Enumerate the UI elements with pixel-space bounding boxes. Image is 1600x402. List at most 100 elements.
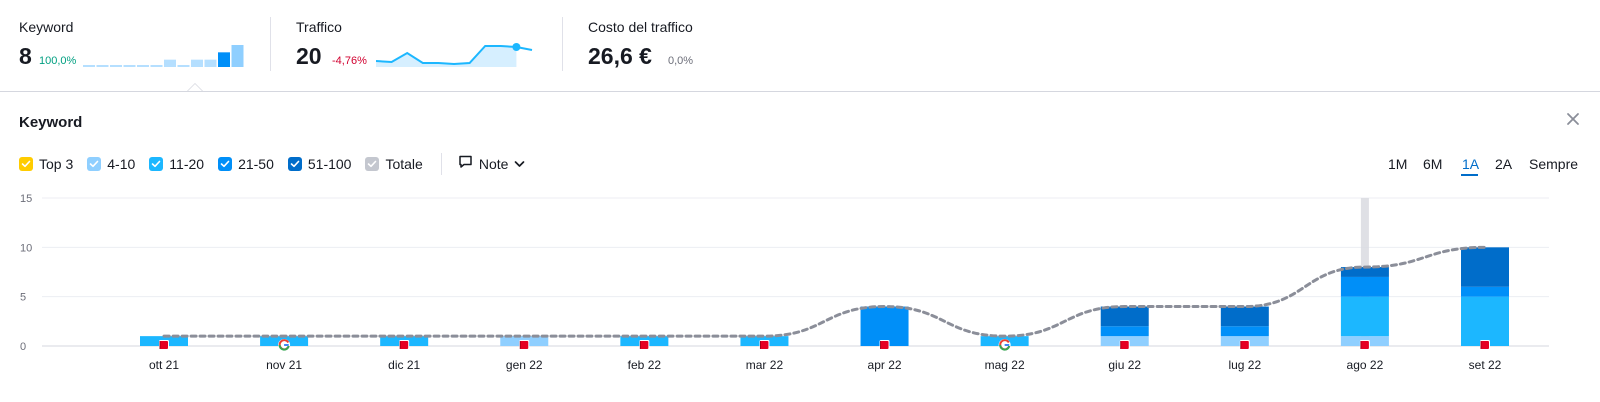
filter-label: 11-20 bbox=[169, 156, 205, 172]
chevron-down-icon bbox=[514, 155, 525, 173]
x-tick-label: dic 21 bbox=[388, 358, 420, 372]
red-flag-icon bbox=[1239, 340, 1250, 350]
metric-value: 20 bbox=[296, 43, 322, 69]
filter-divider bbox=[440, 153, 442, 175]
filter-51-100-checkbox[interactable]: 51-100 bbox=[287, 156, 352, 172]
filter-4-10-checkbox[interactable]: 4-10 bbox=[87, 156, 135, 172]
bar-segment bbox=[1340, 267, 1389, 277]
filter-label: 4-10 bbox=[107, 156, 136, 172]
total-line bbox=[162, 245, 1487, 338]
metric-delta: -4,76% bbox=[332, 55, 367, 67]
y-tick-label: 15 bbox=[20, 193, 32, 205]
filter-bar: Top 3 4-10 11-20 21-50 51-100 Totale bbox=[19, 153, 526, 175]
sparkline-bar bbox=[123, 65, 136, 67]
bar-segment bbox=[1100, 326, 1149, 337]
bar-segment bbox=[1461, 286, 1509, 297]
note-label: Note bbox=[478, 156, 509, 172]
close-icon[interactable] bbox=[1566, 112, 1582, 128]
red-flag-icon bbox=[399, 340, 410, 350]
keyword-sparkline bbox=[83, 45, 244, 67]
bar-segment bbox=[1461, 296, 1509, 346]
keyword-panel: Keyword Top 3 4-10 11-20 21-50 51-100 To bbox=[0, 91, 1600, 402]
period-2a[interactable]: 2A bbox=[1495, 156, 1513, 172]
period-1a[interactable]: 1A bbox=[1462, 156, 1480, 172]
filter-label: Totale bbox=[385, 156, 423, 172]
metric-delta: 0,0% bbox=[668, 55, 694, 67]
x-tick-label: mar 22 bbox=[746, 358, 784, 372]
filter-label: 21-50 bbox=[238, 156, 274, 172]
keyword-chart[interactable]: 0 5 10 15 ott 21 nov 21 dic 21 gen 22 feb 22 mar … bbox=[0, 92, 1600, 402]
x-tick-label: giu 22 bbox=[1108, 358, 1141, 372]
x-tick-label: mag 22 bbox=[985, 358, 1025, 372]
metric-delta: 100,0% bbox=[39, 55, 77, 67]
y-tick-label: 10 bbox=[20, 242, 32, 254]
check-icon bbox=[218, 157, 233, 171]
metric-title: Traffico bbox=[296, 19, 342, 35]
period-6m[interactable]: 6M bbox=[1423, 156, 1443, 172]
sparkline-bar bbox=[137, 65, 149, 67]
red-flag-icon bbox=[759, 340, 770, 350]
bar-segment bbox=[1100, 306, 1149, 327]
filter-label: 51-100 bbox=[307, 156, 352, 172]
bar-segment bbox=[1340, 276, 1389, 297]
sparkline-current-point bbox=[512, 43, 521, 51]
red-flag-icon bbox=[1119, 340, 1130, 350]
filter-11-20-checkbox[interactable]: 11-20 bbox=[149, 156, 204, 172]
x-tick-label: ago 22 bbox=[1347, 358, 1384, 372]
metric-traffic-cost[interactable]: Costo del traffico 26,6 € 0,0% bbox=[588, 0, 788, 91]
note-dropdown-button[interactable]: Note bbox=[458, 154, 526, 174]
metric-title: Costo del traffico bbox=[588, 19, 693, 35]
red-flag-icon bbox=[639, 340, 650, 350]
filter-top3-checkbox[interactable]: Top 3 bbox=[19, 156, 73, 172]
sparkline-line bbox=[376, 45, 517, 66]
metric-title: Keyword bbox=[19, 19, 74, 35]
metric-divider bbox=[562, 17, 563, 71]
google-icon bbox=[278, 339, 291, 351]
period-1m[interactable]: 1M bbox=[1388, 156, 1408, 172]
active-period-underline bbox=[1461, 174, 1478, 176]
period-always[interactable]: Sempre bbox=[1529, 156, 1579, 172]
check-icon bbox=[19, 157, 33, 171]
bar-segment bbox=[1220, 326, 1269, 337]
x-tick-label: set 22 bbox=[1469, 358, 1502, 372]
sparkline-bar bbox=[164, 59, 176, 67]
google-icon bbox=[998, 339, 1011, 351]
check-icon bbox=[287, 157, 302, 171]
sparkline-bar bbox=[83, 65, 95, 67]
x-tick-label: feb 22 bbox=[628, 358, 662, 372]
x-tick-label: nov 21 bbox=[266, 358, 302, 372]
x-tick-label: lug 22 bbox=[1228, 358, 1261, 372]
bar-segment bbox=[860, 306, 909, 346]
metrics-bar: Keyword 8 100,0% Traffico 20 -4,76% Cost… bbox=[0, 0, 1600, 92]
red-flag-icon bbox=[879, 340, 890, 350]
metric-divider bbox=[270, 17, 271, 71]
bar-segment bbox=[1220, 306, 1269, 327]
sparkline-bar bbox=[204, 59, 217, 67]
sparkline-bar bbox=[110, 65, 122, 67]
sparkline-bar bbox=[231, 45, 244, 67]
sparkline-bar bbox=[191, 59, 203, 67]
metric-traffic[interactable]: Traffico 20 -4,76% bbox=[296, 0, 536, 91]
bar-segment bbox=[1340, 296, 1389, 337]
check-icon bbox=[87, 157, 102, 171]
x-tick-label: apr 22 bbox=[868, 358, 902, 372]
filter-label: Top 3 bbox=[39, 156, 74, 172]
check-icon bbox=[149, 157, 164, 171]
note-icon bbox=[458, 154, 473, 174]
filter-21-50-checkbox[interactable]: 21-50 bbox=[218, 156, 274, 172]
red-flag-icon bbox=[1480, 340, 1490, 350]
sparkline-bar bbox=[218, 52, 230, 67]
red-flag-icon bbox=[1359, 340, 1370, 350]
y-tick-label: 5 bbox=[20, 292, 26, 304]
red-flag-icon bbox=[519, 340, 530, 350]
metric-keyword[interactable]: Keyword 8 100,0% bbox=[19, 0, 249, 91]
sparkline-bar bbox=[150, 65, 163, 67]
metric-value: 26,6 € bbox=[588, 43, 652, 69]
filter-total-checkbox[interactable]: Totale bbox=[365, 156, 423, 172]
metric-value: 8 bbox=[19, 43, 32, 69]
y-tick-label: 0 bbox=[20, 341, 26, 353]
traffic-sparkline bbox=[376, 43, 533, 67]
sparkline-bar bbox=[177, 65, 190, 67]
x-tick-label: gen 22 bbox=[506, 358, 543, 372]
sparkline-bar bbox=[96, 65, 109, 67]
